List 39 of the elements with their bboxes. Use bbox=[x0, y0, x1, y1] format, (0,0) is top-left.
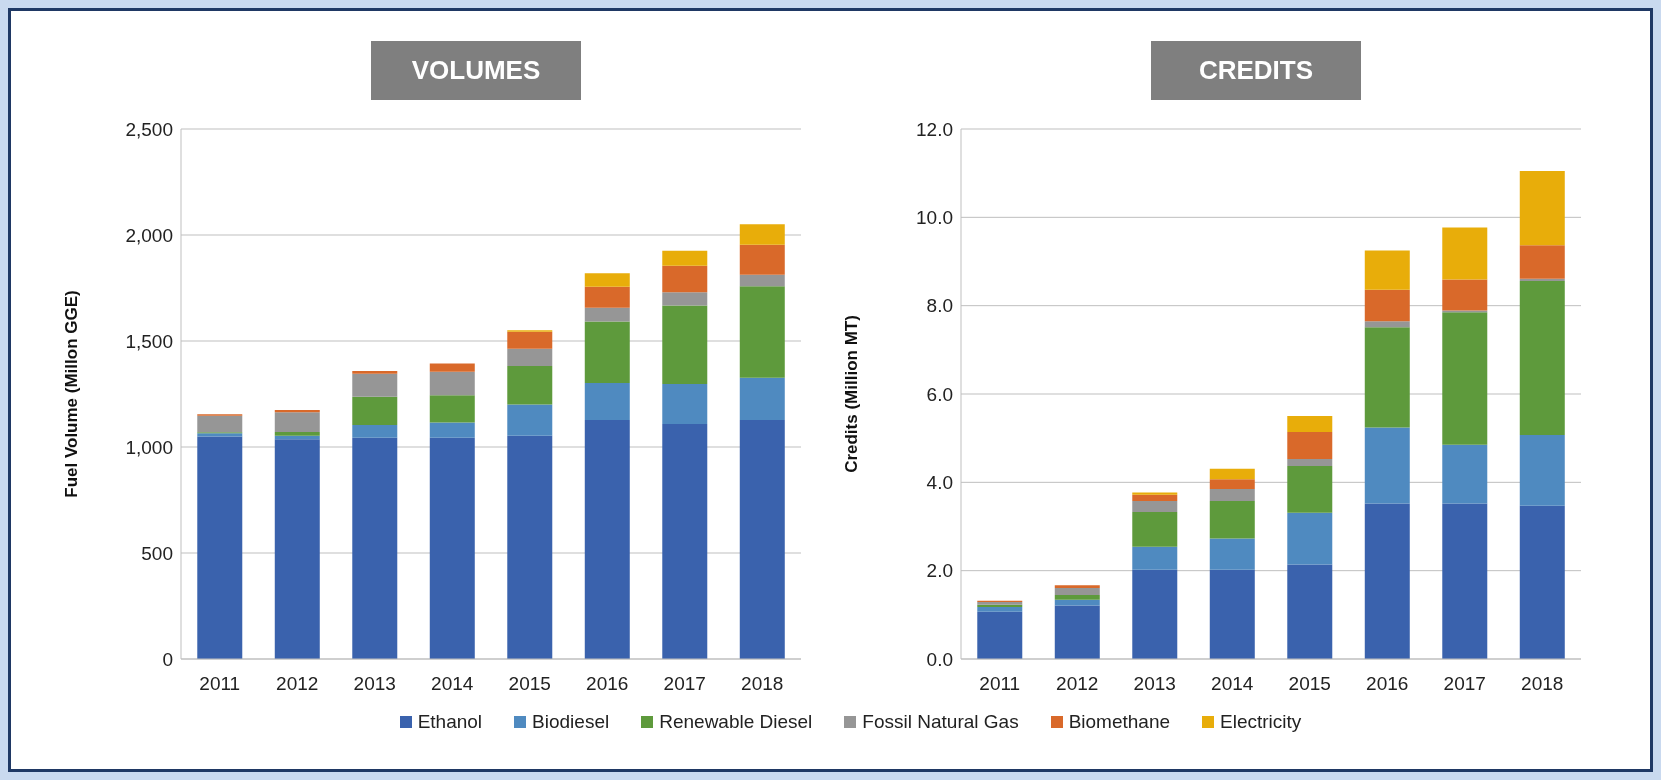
legend-label: Biodiesel bbox=[532, 711, 610, 733]
y-tick-label: 2,500 bbox=[125, 118, 173, 140]
legend-label: Biomethane bbox=[1068, 711, 1171, 733]
x-tick-label: 2016 bbox=[586, 673, 629, 695]
y-tick-label: 1,000 bbox=[125, 436, 173, 458]
x-tick-label: 2014 bbox=[1211, 673, 1254, 695]
y-tick-label: 500 bbox=[141, 542, 173, 564]
legend-label: Electricity bbox=[1220, 711, 1302, 733]
chart-title: CREDITS bbox=[1151, 41, 1361, 100]
y-tick-label: 10.0 bbox=[916, 207, 953, 229]
x-tick-label: 2012 bbox=[1056, 673, 1099, 695]
x-tick-label: 2018 bbox=[741, 673, 784, 695]
x-tick-label: 2012 bbox=[276, 673, 319, 695]
y-tick-label: 2.0 bbox=[926, 560, 953, 582]
y-tick-label: 0.0 bbox=[926, 648, 953, 670]
y-tick-label: 2,000 bbox=[125, 224, 173, 246]
x-tick-label: 2015 bbox=[508, 673, 551, 695]
y-tick-label: 6.0 bbox=[926, 383, 953, 405]
y-tick-label: 1,500 bbox=[125, 330, 173, 352]
y-axis-title: Fuel Volume (Millon GGE) bbox=[62, 290, 82, 498]
x-tick-label: 2013 bbox=[1133, 673, 1176, 695]
chart-title: VOLUMES bbox=[371, 41, 581, 100]
y-tick-label: 0 bbox=[162, 648, 173, 670]
x-tick-label: 2018 bbox=[1521, 673, 1564, 695]
x-tick-label: 2011 bbox=[979, 673, 1021, 695]
x-tick-label: 2013 bbox=[353, 673, 396, 695]
y-tick-label: 12.0 bbox=[916, 118, 953, 140]
y-tick-label: 4.0 bbox=[926, 472, 953, 494]
x-tick-label: 2014 bbox=[431, 673, 474, 695]
legend-label: Fossil Natural Gas bbox=[862, 711, 1019, 733]
x-tick-label: 2017 bbox=[663, 673, 706, 695]
y-tick-label: 8.0 bbox=[926, 295, 953, 317]
legend-label: Renewable Diesel bbox=[659, 711, 813, 733]
x-tick-label: 2015 bbox=[1288, 673, 1331, 695]
x-tick-label: 2016 bbox=[1366, 673, 1409, 695]
x-tick-label: 2017 bbox=[1443, 673, 1486, 695]
y-axis-title: Credits (Million MT) bbox=[842, 315, 862, 473]
x-tick-label: 2011 bbox=[199, 673, 241, 695]
legend-label: Ethanol bbox=[417, 711, 483, 733]
